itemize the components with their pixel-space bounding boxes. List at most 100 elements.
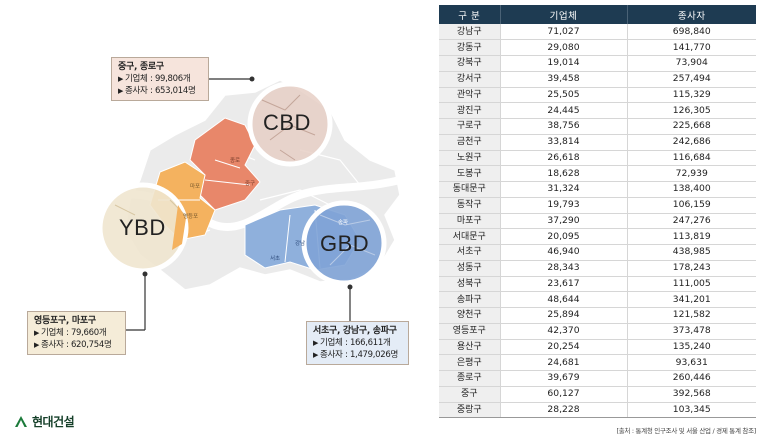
- cell-district: 송파구: [439, 291, 501, 308]
- gbd-label: GBD: [320, 231, 370, 256]
- cell-employees: 260,446: [627, 370, 756, 387]
- cell-employees: 93,631: [627, 354, 756, 371]
- cell-companies: 23,617: [500, 276, 628, 293]
- cell-district: 관악구: [439, 87, 501, 104]
- cell-district: 강동구: [439, 39, 501, 56]
- map-label-mapo: 마포: [190, 182, 200, 190]
- table-row: 은평구 24,681 93,631: [439, 354, 756, 371]
- cell-employees: 73,904: [627, 55, 756, 72]
- cell-employees: 178,243: [627, 260, 756, 277]
- cell-district: 성동구: [439, 260, 501, 277]
- map-label-yeongdeungpo: 영등포: [183, 212, 198, 220]
- gbd-hub-circle: [301, 200, 387, 286]
- cell-district: 양천구: [439, 307, 501, 324]
- table-row: 중랑구 28,228 103,345: [439, 402, 756, 419]
- cell-employees: 392,568: [627, 386, 756, 403]
- cell-district: 서초구: [439, 244, 501, 261]
- cell-companies: 29,080: [500, 39, 628, 56]
- cell-employees: 247,276: [627, 213, 756, 230]
- table-row: 서대문구 20,095 113,819: [439, 228, 756, 245]
- table-row: 양천구 25,894 121,582: [439, 307, 756, 324]
- ybd-callout: 영등포구, 마포구 기업체 : 79,660개 종사자 : 620,754명: [27, 311, 126, 355]
- cell-companies: 26,618: [500, 150, 628, 167]
- cell-employees: 115,329: [627, 87, 756, 104]
- cbd-callout-biz: 기업체 : 99,806개: [118, 73, 202, 85]
- company-logo: 현대건설: [14, 413, 75, 430]
- district-stats-table: 구 분 기업체 종사자 강남구 71,027 698,840 강동구 29,080 141…: [439, 5, 756, 419]
- cell-companies: 33,814: [500, 134, 628, 151]
- cell-district: 광진구: [439, 102, 501, 119]
- cell-companies: 31,324: [500, 181, 628, 198]
- cell-companies: 60,127: [500, 386, 628, 403]
- table-row: 도봉구 18,628 72,939: [439, 165, 756, 182]
- cell-district: 동작구: [439, 197, 501, 214]
- cell-district: 용산구: [439, 339, 501, 356]
- table-row: 노원구 26,618 116,684: [439, 150, 756, 167]
- map-label-gangnam: 강남: [295, 239, 305, 247]
- seoul-district-map: 종로 중구 마포 영등포 강남 서초 송파: [97, 76, 400, 331]
- table-row: 강서구 39,458 257,494: [439, 71, 756, 88]
- cell-companies: 42,370: [500, 323, 628, 340]
- table-row: 강남구 71,027 698,840: [439, 24, 756, 41]
- table-header-row: 구 분 기업체 종사자: [439, 5, 756, 24]
- table-row: 광진구 24,445 126,305: [439, 102, 756, 119]
- cbd-callout: 중구, 종로구 기업체 : 99,806개 종사자 : 653,014명: [111, 57, 209, 101]
- cell-companies: 48,644: [500, 291, 628, 308]
- table-row: 마포구 37,290 247,276: [439, 213, 756, 230]
- map-label-junggu: 중구: [245, 180, 255, 187]
- table-row: 용산구 20,254 135,240: [439, 339, 756, 356]
- header-companies: 기업체: [500, 5, 628, 24]
- cell-employees: 103,345: [627, 402, 756, 419]
- cell-district: 동대문구: [439, 181, 501, 198]
- cell-district: 중랑구: [439, 402, 501, 419]
- cell-employees: 106,159: [627, 197, 756, 214]
- cell-companies: 18,628: [500, 165, 628, 182]
- ybd-hub-circle: [97, 182, 189, 274]
- cbd-callout-title: 중구, 종로구: [118, 62, 164, 72]
- cell-companies: 24,445: [500, 102, 628, 119]
- table-row: 성동구 28,343 178,243: [439, 260, 756, 277]
- cell-district: 금천구: [439, 134, 501, 151]
- cell-employees: 141,770: [627, 39, 756, 56]
- cell-district: 노원구: [439, 150, 501, 167]
- ybd-callout-title: 영등포구, 마포구: [34, 316, 96, 326]
- map-label-seocho: 서초: [270, 254, 280, 262]
- table-row: 중구 60,127 392,568: [439, 386, 756, 403]
- cell-district: 강서구: [439, 71, 501, 88]
- logo-text: 현대건설: [32, 415, 75, 429]
- source-note: [출처 : 통계청 인구조사 및 서울 산업 / 경제 통계 참조]: [616, 427, 756, 435]
- cell-employees: 341,201: [627, 291, 756, 308]
- cell-district: 종로구: [439, 370, 501, 387]
- cbd-callout-emp: 종사자 : 653,014명: [118, 85, 202, 97]
- cell-companies: 38,756: [500, 118, 628, 135]
- table-row: 동작구 19,793 106,159: [439, 197, 756, 214]
- cell-companies: 19,014: [500, 55, 628, 72]
- table-row: 동대문구 31,324 138,400: [439, 181, 756, 198]
- cell-district: 은평구: [439, 354, 501, 371]
- cell-companies: 39,679: [500, 370, 628, 387]
- table-row: 구로구 38,756 225,668: [439, 118, 756, 135]
- cell-companies: 20,095: [500, 228, 628, 245]
- cell-district: 구로구: [439, 118, 501, 135]
- cell-companies: 46,940: [500, 244, 628, 261]
- cell-employees: 121,582: [627, 307, 756, 324]
- cell-employees: 72,939: [627, 165, 756, 182]
- cell-employees: 111,005: [627, 276, 756, 293]
- table-body: 강남구 71,027 698,840 강동구 29,080 141,770 강북구 19,01…: [439, 24, 756, 419]
- table-row: 영등포구 42,370 373,478: [439, 323, 756, 340]
- cell-employees: 113,819: [627, 228, 756, 245]
- cell-companies: 20,254: [500, 339, 628, 356]
- cell-employees: 225,668: [627, 118, 756, 135]
- cell-employees: 135,240: [627, 339, 756, 356]
- cell-district: 성북구: [439, 276, 501, 293]
- cell-district: 영등포구: [439, 323, 501, 340]
- cell-employees: 126,305: [627, 102, 756, 119]
- gbd-callout: 서초구, 강남구, 송파구 기업체 : 166,611개 종사자 : 1,479…: [306, 321, 409, 365]
- gbd-callout-title: 서초구, 강남구, 송파구: [313, 326, 397, 336]
- cell-companies: 39,458: [500, 71, 628, 88]
- cell-employees: 116,684: [627, 150, 756, 167]
- cell-companies: 24,681: [500, 354, 628, 371]
- cell-companies: 25,505: [500, 87, 628, 104]
- cell-district: 강남구: [439, 24, 501, 41]
- cell-employees: 698,840: [627, 24, 756, 41]
